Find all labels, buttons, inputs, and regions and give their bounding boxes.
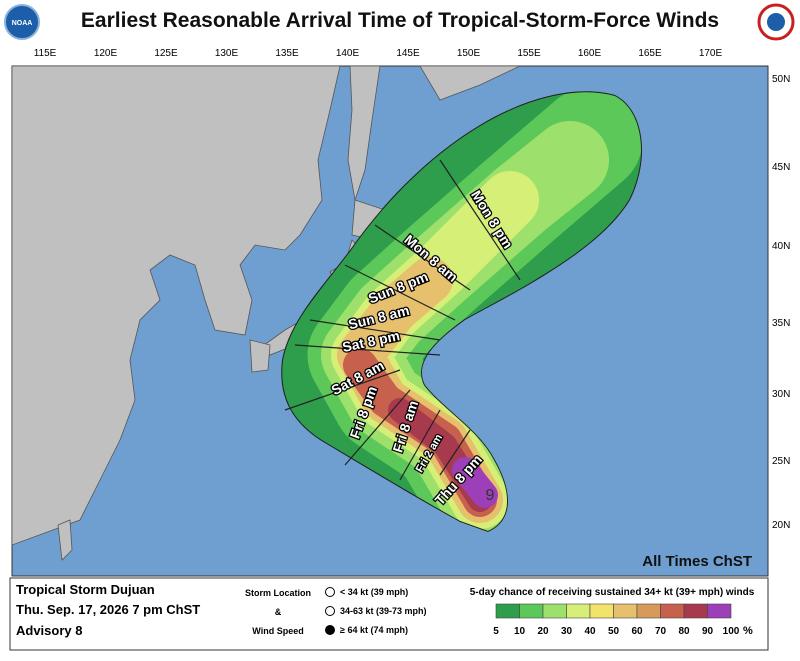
colorbar-swatch	[683, 603, 708, 619]
colorbar-swatch	[542, 603, 567, 619]
colorbar-swatch	[519, 603, 544, 619]
colorbar-label: 40	[584, 626, 596, 637]
colorbar-label: 80	[678, 626, 690, 637]
latitude-label: 25N	[772, 456, 790, 467]
times-note: All Times ChST	[642, 553, 752, 570]
legend-symbol	[325, 625, 335, 635]
nws-logo-center	[767, 13, 785, 31]
colorbar-unit: %	[743, 625, 753, 637]
asia-land	[12, 66, 341, 546]
longitude-label: 135E	[275, 48, 299, 59]
latitude-label: 40N	[772, 241, 790, 252]
latitude-label: 30N	[772, 389, 790, 400]
colorbar-swatch	[660, 603, 685, 619]
longitude-label: 170E	[699, 48, 723, 59]
colorbar-label: 100	[723, 626, 740, 637]
probability-swath	[281, 91, 642, 532]
colorbar-swatch	[589, 603, 614, 619]
legend-item: 34-63 kt (39-73 mph)	[340, 606, 427, 616]
longitude-label: 115E	[34, 48, 57, 59]
chance-title: 5-day chance of receiving sustained 34+ …	[470, 587, 755, 598]
colorbar-label: 90	[702, 626, 714, 637]
longitude-label: 120E	[94, 48, 118, 59]
latitude-label: 20N	[772, 520, 790, 531]
logo-text: NOAA	[12, 20, 33, 27]
longitude-label: 145E	[396, 48, 420, 59]
colorbar-swatch	[707, 603, 732, 619]
colorbar-swatch	[613, 603, 638, 619]
legend-symbol	[325, 606, 335, 616]
legend-item: ≥ 64 kt (74 mph)	[340, 625, 408, 635]
advisory: Advisory 8	[16, 623, 82, 638]
longitude-label: 165E	[638, 48, 662, 59]
kyushu	[249, 339, 271, 373]
kamchatka	[419, 66, 521, 101]
legend-item: < 34 kt (39 mph)	[340, 587, 408, 597]
taiwan	[57, 519, 73, 561]
legend-title: Wind Speed	[252, 626, 303, 636]
colorbar-label: 10	[514, 626, 526, 637]
longitude-label: 150E	[457, 48, 481, 59]
latitude-label: 45N	[772, 162, 790, 173]
colorbar-label: 30	[561, 626, 573, 637]
legend-title: Storm Location	[245, 588, 311, 598]
longitude-label: 155E	[517, 48, 541, 59]
longitude-label: 160E	[578, 48, 602, 59]
longitude-label: 125E	[154, 48, 178, 59]
colorbar-swatch	[566, 603, 591, 619]
colorbar-label: 20	[537, 626, 549, 637]
storm-symbol: 9	[486, 487, 495, 504]
colorbar-label: 50	[608, 626, 620, 637]
isochrones	[284, 159, 521, 481]
colorbar-label: 5	[493, 626, 499, 637]
colorbar-label: 70	[655, 626, 667, 637]
storm-name: Tropical Storm Dujuan	[16, 582, 155, 597]
colorbar-swatch	[636, 603, 661, 619]
legend-title: &	[275, 607, 282, 617]
title: Earliest Reasonable Arrival Time of Trop…	[81, 9, 719, 32]
latitude-label: 35N	[772, 318, 790, 329]
longitude-label: 130E	[215, 48, 239, 59]
colorbar-swatch	[495, 603, 520, 619]
longitude-label: 140E	[336, 48, 360, 59]
map	[12, 66, 642, 561]
sakhalin	[347, 66, 381, 201]
colorbar-label: 60	[631, 626, 643, 637]
latitude-label: 50N	[772, 74, 790, 85]
issued: Thu. Sep. 17, 2026 7 pm ChST	[16, 602, 200, 617]
legend-symbol	[325, 587, 335, 597]
noaa-logo	[4, 4, 40, 40]
